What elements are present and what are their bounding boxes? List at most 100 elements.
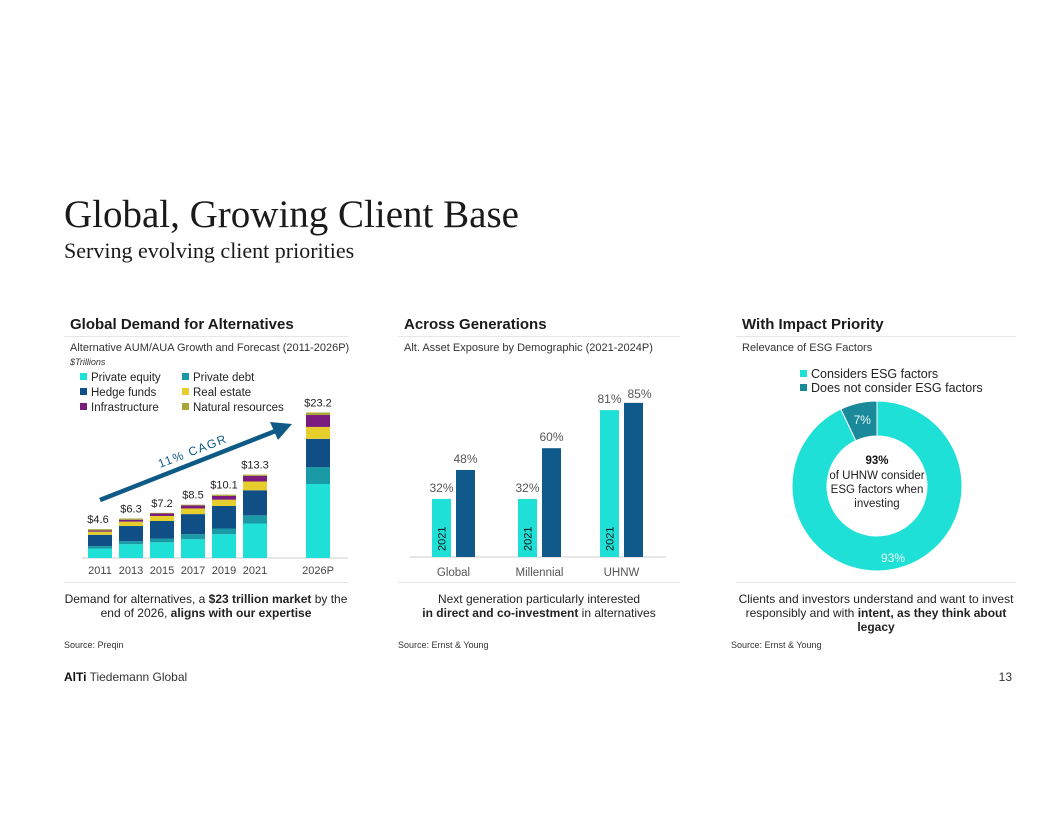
bar-segment-private_debt-2019	[212, 528, 236, 535]
bar-segment-private_equity-2013	[119, 544, 143, 558]
bar-segment-private_equity-2019	[212, 534, 236, 558]
bar-segment-natural_resources-2011	[88, 529, 112, 531]
x-tick-label: UHNW	[604, 567, 640, 579]
legend-real_estate: Real estate	[182, 387, 251, 399]
donut-center-text-3: investing	[854, 498, 899, 510]
bar-segment-private_equity-2011	[88, 548, 112, 558]
legend-swatch	[182, 388, 189, 396]
bar-segment-hedge_funds-2017	[181, 514, 205, 535]
x-tick-label: Global	[437, 567, 470, 579]
bar-segment-real_estate-2011	[88, 531, 112, 535]
bar-segment-hedge_funds-2015	[150, 521, 174, 539]
legend-swatch	[80, 388, 87, 396]
demand-panel: Global Demand for Alternatives Alternati…	[64, 316, 350, 367]
bar-segment-natural_resources-2021	[243, 474, 267, 476]
bar-2021-Global	[432, 498, 451, 557]
bar-segment-infrastructure-2013	[119, 519, 143, 522]
bar-2024-Millennial	[542, 448, 561, 557]
bar-total-label: $7.2	[151, 498, 172, 510]
legend-swatch	[800, 370, 807, 378]
bar-segment-private_debt-2013	[119, 541, 143, 545]
bar-segment-natural_resources-2019	[212, 494, 236, 496]
bar-label-2024: 60%	[539, 430, 563, 444]
x-tick-label: 2026P	[302, 565, 334, 577]
x-tick-label: 2017	[181, 565, 205, 577]
legend-esg-0: Considers ESG factors	[800, 367, 938, 381]
bar-segment-hedge_funds-2011	[88, 534, 112, 547]
legend-label: Private debt	[193, 372, 255, 384]
bar-total-label: $8.5	[182, 490, 203, 502]
bar-inner-year: 2021	[523, 527, 535, 551]
bar-total-label: $6.3	[120, 503, 141, 515]
bar-segment-private_equity-2021	[243, 523, 267, 558]
bar-segment-private_debt-2011	[88, 546, 112, 549]
legend-swatch	[80, 373, 87, 381]
bar-total-label: $10.1	[210, 480, 238, 492]
generations-panel: Across Generations Alt. Asset Exposure b…	[398, 316, 680, 354]
bar-segment-private_equity-2015	[150, 542, 174, 558]
impact-legend: Considers ESG factors Does not consider E…	[800, 367, 1010, 397]
bar-segment-private_debt-2015	[150, 538, 174, 543]
legend-label: Considers ESG factors	[811, 367, 939, 381]
bar-label-2024: 48%	[453, 452, 477, 466]
page-title: Global, Growing Client Base	[64, 193, 519, 236]
impact-title: With Impact Priority	[736, 316, 1016, 337]
donut-slice-label: 93%	[881, 551, 905, 565]
x-tick-label: Millennial	[516, 567, 564, 579]
bar-segment-natural_resources-2026P	[306, 412, 330, 416]
bar-segment-private_debt-2017	[181, 534, 205, 540]
demand-chart: 2011 $4.6 2013 $6.3 2015 $7.2 2017 $8.5 2019 $10.…	[82, 398, 348, 577]
x-tick-label: 2021	[243, 565, 267, 577]
donut-slice-considers	[791, 400, 963, 572]
bar-inner-year: 2021	[437, 527, 449, 551]
bar-segment-natural_resources-2017	[181, 504, 205, 506]
bar-segment-real_estate-2013	[119, 521, 143, 527]
legend-private_equity: Private equity	[80, 372, 161, 384]
generations-subtitle: Alt. Asset Exposure by Demographic (2021…	[404, 342, 653, 354]
demand-source: Source: Preqin	[64, 640, 124, 650]
generations-chart: 32% 48% 2021 Global 32% 60% 2021 Millennial 81% 8…	[410, 387, 666, 579]
cagr-arrow-line	[99, 427, 279, 503]
bar-segment-infrastructure-2021	[243, 475, 267, 482]
page-number: 13	[998, 670, 1012, 684]
bar-total-label: $23.2	[304, 398, 332, 410]
donut-center-text-1: of UHNW consider	[829, 470, 924, 482]
bar-total-label: $13.3	[241, 460, 269, 472]
bar-segment-real_estate-2017	[181, 508, 205, 515]
bar-label-2021: 32%	[515, 481, 539, 495]
bar-2021-Millennial	[518, 498, 537, 557]
bar-segment-private_equity-2026P	[306, 484, 330, 558]
bar-2021-UHNW	[600, 410, 619, 557]
demand-legend: Private equity Private debt Hedge funds Rea…	[80, 372, 340, 420]
legend-private_debt: Private debt	[182, 372, 254, 384]
bar-segment-real_estate-2015	[150, 515, 174, 521]
generations-footnote: Next generation particularly interested …	[398, 582, 680, 620]
demand-footnote: Demand for alternatives, a $23 trillion …	[64, 582, 348, 620]
bar-segment-private_debt-2021	[243, 515, 267, 524]
x-tick-label: 2019	[212, 565, 236, 577]
bar-segment-natural_resources-2013	[119, 518, 143, 520]
bar-segment-hedge_funds-2013	[119, 526, 143, 542]
bar-inner-year: 2021	[605, 527, 617, 551]
bar-segment-real_estate-2021	[243, 481, 267, 491]
impact-panel: With Impact Priority Relevance of ESG Fa…	[736, 316, 1016, 354]
x-tick-label: 2011	[88, 565, 112, 577]
legend-swatch	[80, 403, 87, 411]
donut-slice-label: 7%	[854, 413, 872, 427]
bar-segment-real_estate-2026P	[306, 426, 330, 439]
bar-segment-hedge_funds-2019	[212, 505, 236, 529]
demand-subtitle: Alternative AUM/AUA Growth and Forecast …	[70, 342, 350, 354]
bar-segment-real_estate-2019	[212, 499, 236, 506]
page-subtitle: Serving evolving client priorities	[64, 238, 355, 263]
bar-label-2024: 85%	[627, 387, 651, 401]
generations-title: Across Generations	[398, 316, 680, 337]
generations-source: Source: Ernst & Young	[398, 640, 489, 650]
legend-swatch	[800, 384, 807, 392]
bar-segment-infrastructure-2017	[181, 505, 205, 509]
bar-segment-infrastructure-2015	[150, 513, 174, 516]
legend-swatch	[182, 403, 189, 411]
legend-label: Real estate	[193, 387, 252, 399]
legend-label: Does not consider ESG factors	[811, 381, 983, 395]
legend-label: Natural resources	[193, 402, 284, 414]
bar-segment-private_equity-2017	[181, 539, 205, 558]
